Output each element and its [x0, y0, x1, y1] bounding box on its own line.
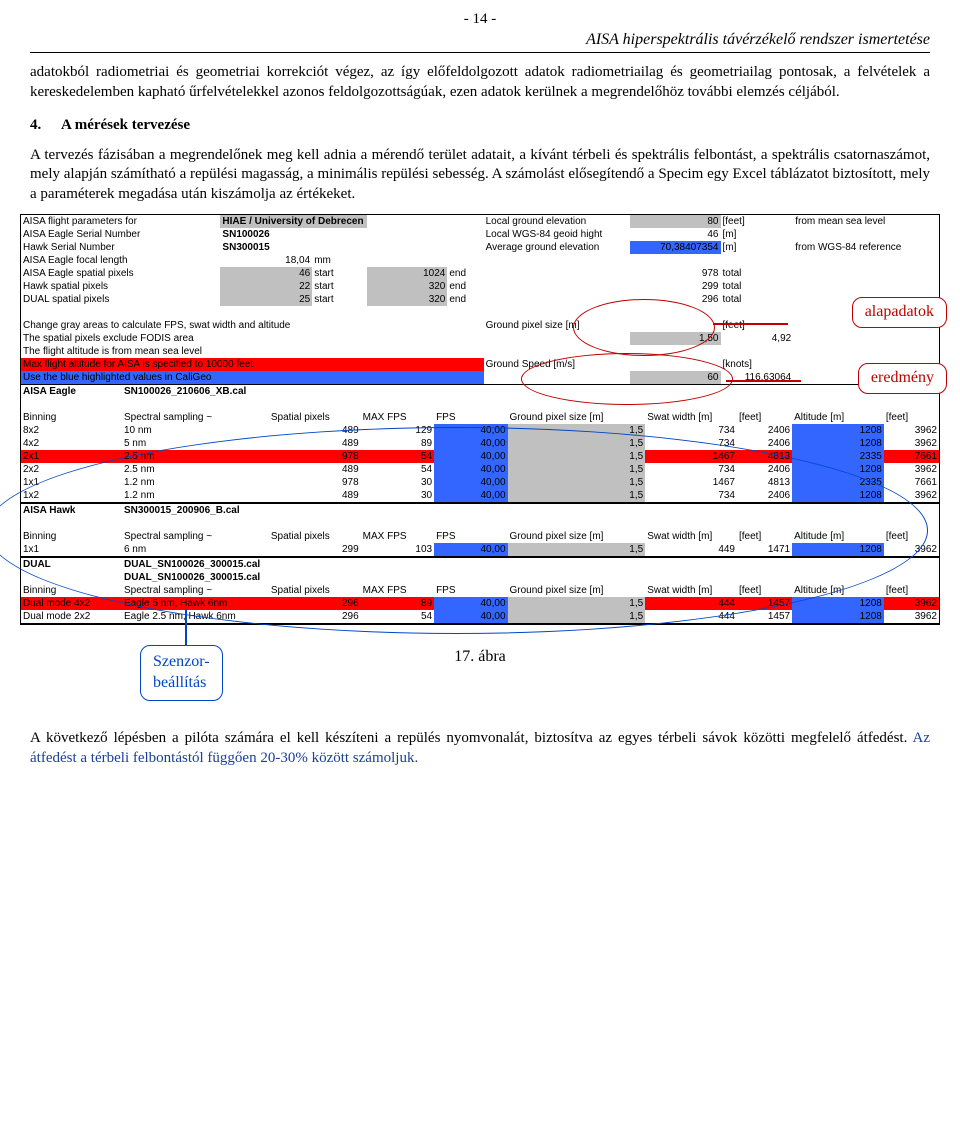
section-title: A mérések tervezése — [61, 117, 190, 133]
excel-screenshot: AISA flight parameters forHIAE / Univers… — [20, 214, 940, 625]
section-heading: 4. A mérések tervezése — [30, 116, 930, 136]
figure-caption: 17. ábra — [30, 647, 930, 668]
ellipse-alapadatok — [573, 299, 715, 356]
ellipse-binning — [0, 427, 928, 634]
header-subtitle: AISA hiperspektrális távérzékelő rendsze… — [30, 30, 930, 54]
callout-szenzor-line — [185, 609, 187, 645]
ellipse-eredmeny — [521, 353, 733, 405]
callout-line-2 — [726, 380, 801, 382]
excel-top-block: AISA flight parameters forHIAE / Univers… — [21, 215, 939, 384]
paragraph-1: adatokból radiometriai és geometriai kor… — [30, 63, 930, 102]
paragraph-3: A következő lépésben a pilóta számára el… — [30, 729, 930, 768]
paragraph-3a: A következő lépésben a pilóta számára el… — [30, 730, 913, 746]
page-number: - 14 - — [30, 10, 930, 30]
callout-alapadatok: alapadatok — [852, 297, 947, 328]
section-number: 4. — [30, 116, 58, 136]
callout-line-1 — [713, 323, 788, 325]
paragraph-2: A tervezés fázisában a megrendelőnek meg… — [30, 146, 930, 205]
callout-eredmeny: eredmény — [858, 363, 947, 394]
